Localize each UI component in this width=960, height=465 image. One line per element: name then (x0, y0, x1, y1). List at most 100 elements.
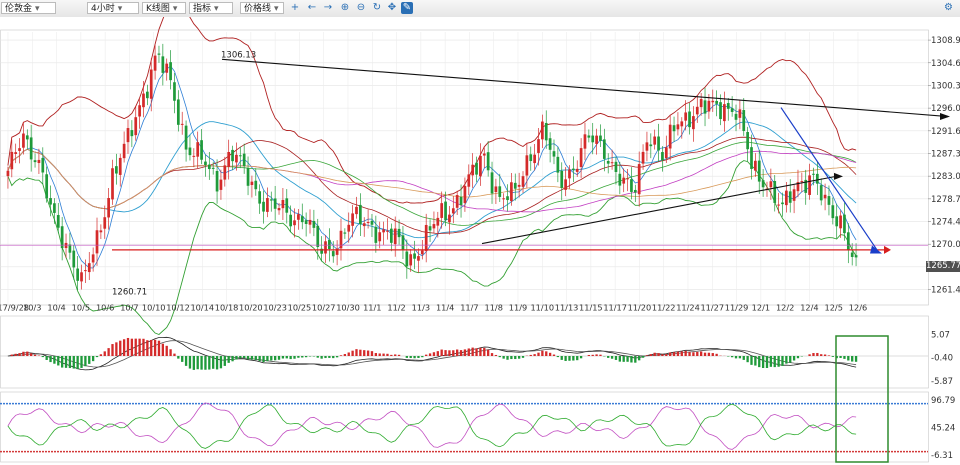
panel-frame (0, 391, 929, 463)
settings-icon[interactable]: ⚙ (944, 2, 953, 13)
chart-canvas[interactable]: 1306.13 1260.71 1308.96 1304.64 1300.32 1296.… (0, 17, 960, 465)
candle-body (792, 189, 796, 201)
price-line-select[interactable]: 价格线 (240, 2, 284, 14)
price-tick-label: 1300.32 (931, 81, 960, 91)
candle-body (626, 178, 629, 180)
reset-icon[interactable]: ↻ (372, 2, 382, 13)
candle-body (668, 124, 672, 149)
candle-body (211, 167, 215, 169)
arrow-right-icon[interactable]: → (323, 2, 333, 13)
candle-body (812, 173, 815, 175)
chart-type-label: K线图 (146, 4, 170, 14)
candle-body (843, 214, 846, 234)
candle-body (99, 230, 103, 233)
price-tick-label: 1270.08 (931, 240, 960, 250)
candle-body (153, 55, 157, 71)
candle-body (401, 235, 405, 250)
resistance-arrow-head (940, 113, 950, 121)
candle-body (176, 99, 180, 125)
time-axis-label: 10/5 (72, 303, 90, 313)
symbol-select[interactable]: 伦敦金 (1, 2, 56, 14)
candle-body (25, 135, 29, 140)
plus-icon[interactable]: + (290, 2, 300, 13)
candle-body (347, 224, 351, 232)
candle-body (835, 216, 839, 227)
time-axis-label: 11/29 (725, 303, 749, 313)
candle-body (188, 147, 192, 156)
candle-body (568, 169, 571, 179)
candle-body (312, 220, 316, 228)
candle-body (475, 162, 478, 175)
candle-body (649, 144, 653, 147)
candle-body (672, 125, 676, 132)
candle-body (827, 196, 831, 205)
candle-body (591, 135, 595, 143)
time-axis-label: 10/25 (288, 303, 312, 313)
candle-body (819, 185, 823, 201)
candle-body (800, 181, 804, 183)
candle-body (796, 182, 800, 192)
time-axis-label: 10/12 (166, 303, 190, 313)
zoom-out-icon[interactable]: ⊖ (356, 2, 366, 13)
candle-body (850, 252, 854, 257)
candle-body (498, 186, 502, 197)
candle-body (455, 195, 459, 208)
candle-body (297, 214, 300, 220)
candle-body (386, 230, 389, 232)
candle-body (41, 157, 45, 173)
high-label: 1306.13 (221, 50, 256, 60)
zoom-in-icon[interactable]: ⊕ (340, 2, 350, 13)
candle-body (521, 176, 525, 187)
candle-body (111, 168, 114, 200)
arrow-left-icon[interactable]: ← (307, 2, 317, 13)
macd-diff-line (7, 336, 857, 371)
candle-body (420, 250, 424, 255)
down-arrow-head (870, 245, 882, 254)
resistance-trendline (221, 58, 949, 118)
macd-tick-label: -0.40 (931, 354, 953, 364)
candle-body (180, 123, 184, 125)
candle-body (138, 105, 141, 117)
candle-body (479, 155, 482, 177)
time-axis-label: 11/2 (387, 303, 405, 313)
candle-body (37, 159, 41, 164)
time-axis-label: 12/4 (800, 303, 818, 313)
indicator-select[interactable]: 指标 (189, 2, 233, 14)
candle-body (118, 157, 122, 175)
time-axis-label: 12/1 (752, 303, 770, 313)
candle-body (262, 201, 265, 212)
candle-body (676, 124, 680, 130)
candle-body (854, 255, 858, 258)
highlight-box (835, 335, 889, 463)
candle-body (645, 142, 649, 151)
draw-icon[interactable]: ✎ (401, 2, 413, 14)
candle-body (622, 177, 626, 184)
candle-body (471, 164, 475, 176)
pan-icon[interactable]: ✥ (387, 2, 397, 13)
price-line-label: 价格线 (244, 4, 272, 14)
candle-body (510, 182, 513, 202)
price-tick-label: 1283.04 (931, 172, 960, 182)
candle-body (595, 135, 598, 144)
candle-body (587, 135, 591, 138)
candle-body (300, 216, 304, 223)
candle-body (335, 248, 339, 255)
candle-body (91, 254, 95, 263)
last-price-value: 1265.77 (926, 261, 960, 272)
candle-body (215, 170, 219, 192)
support-arrow-head (884, 245, 891, 254)
candle-body (231, 149, 234, 162)
candle-body (68, 244, 72, 253)
candle-body (525, 155, 529, 176)
candle-body (382, 229, 385, 233)
candle-body (397, 228, 401, 238)
candle-body (149, 69, 153, 99)
candle-body (223, 165, 227, 180)
candle-body (723, 104, 726, 122)
candle-body (76, 268, 80, 281)
candle-body (579, 148, 583, 167)
time-axis-label: 10/10 (142, 303, 166, 313)
chart-type-select[interactable]: K线图 (142, 2, 186, 14)
period-select[interactable]: 4小时 (87, 2, 139, 14)
candle-body (49, 198, 52, 205)
